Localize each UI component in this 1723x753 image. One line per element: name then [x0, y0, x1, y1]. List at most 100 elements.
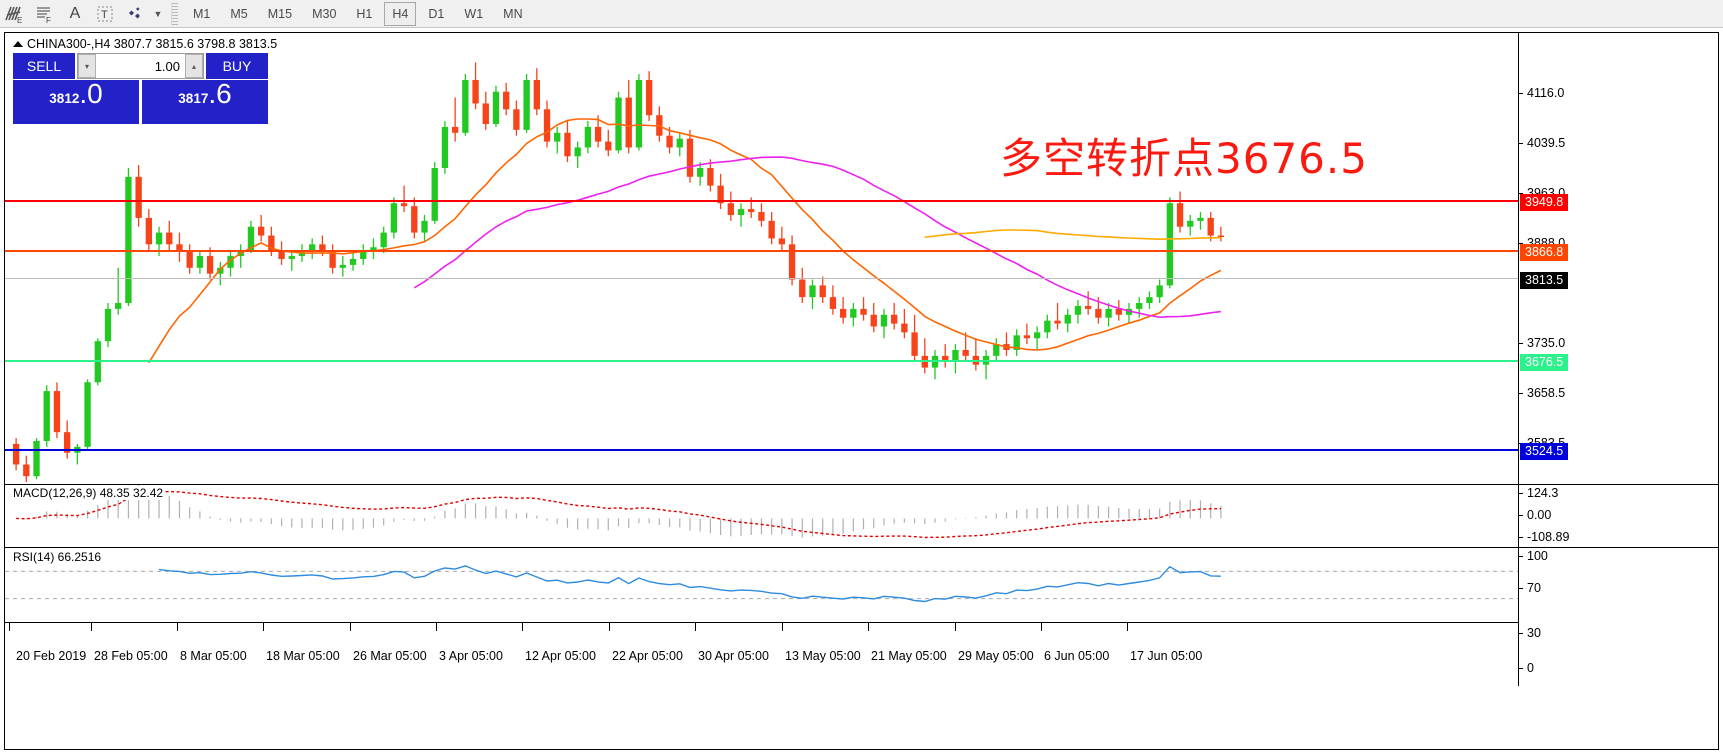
timeframe-m1[interactable]: M1	[193, 6, 211, 21]
time-label-1: 28 Feb 05:00	[94, 649, 168, 663]
time-label-0: 20 Feb 2019	[16, 649, 87, 663]
price-plot-area[interactable]	[5, 33, 1518, 484]
time-tick-4	[350, 623, 351, 631]
rsi-tick-1: 70	[1519, 582, 1541, 595]
bid-price-integer: 3812	[49, 91, 80, 106]
resistance-line-3949[interactable]	[5, 200, 1518, 202]
svg-text:T: T	[101, 9, 108, 21]
time-label-4: 26 Mar 05:00	[353, 649, 427, 663]
time-tick-5	[436, 623, 437, 631]
time-tick-8	[695, 623, 696, 631]
price-tick-5: 3658.5	[1519, 387, 1565, 400]
one-click-trading-panel[interactable]: SELL ▾ 1.00 ▴ BUY 3812 .0 3817 .6	[13, 53, 268, 124]
macd-axis: 124.3 0.00 -108.89	[1518, 485, 1718, 547]
time-label-6: 12 Apr 05:00	[525, 649, 596, 663]
price-pane[interactable]: 4116.04039.53963.03888.03735.03658.53583…	[5, 33, 1718, 550]
time-tick-2	[177, 623, 178, 631]
price-tick-0: 4116.0	[1519, 87, 1564, 100]
time-tick-13	[1127, 623, 1128, 631]
chevron-down-icon[interactable]: ▼	[153, 8, 163, 19]
sell-button[interactable]: SELL	[13, 53, 75, 79]
svg-text:F: F	[46, 16, 51, 24]
bid-price-decimal: .0	[79, 78, 103, 109]
timeframe-h1[interactable]: H1	[356, 6, 373, 21]
time-label-3: 18 Mar 05:00	[266, 649, 340, 663]
oct-controls-row: SELL ▾ 1.00 ▴ BUY	[13, 53, 268, 79]
time-axis[interactable]: 20 Feb 2019 28 Feb 05:00 8 Mar 05:00 18 Mar…	[5, 622, 1518, 686]
timeframe-m15[interactable]: M15	[267, 6, 293, 21]
toolbar-separator	[171, 2, 178, 25]
ask-price-integer: 3817	[178, 91, 209, 106]
timeframe-mn[interactable]: MN	[503, 6, 523, 21]
macd-tick-2: -108.89	[1519, 531, 1569, 544]
chart-toolbar: E F A T	[0, 0, 1723, 28]
time-tick-6	[522, 623, 523, 631]
resistance2-level-badge[interactable]: 3866.8	[1520, 244, 1569, 261]
buy-button[interactable]: BUY	[206, 53, 268, 79]
resistance-level-badge[interactable]: 3949.8	[1520, 194, 1569, 211]
price-axis[interactable]: 4116.04039.53963.03888.03735.03658.53583…	[1518, 33, 1718, 550]
svg-text:E: E	[17, 16, 22, 24]
collapse-triangle-icon[interactable]	[13, 41, 23, 47]
macd-tick-0: 124.3	[1519, 487, 1558, 500]
price-tick-1: 4039.5	[1519, 137, 1565, 150]
macd-series	[16, 485, 1222, 539]
chart-frame: 4116.04039.53963.03888.03735.03658.53583…	[4, 32, 1719, 750]
time-tick-12	[1041, 623, 1042, 631]
pivot-line-3676[interactable]	[5, 360, 1518, 362]
chart-symbol-title: CHINA300-,H4 3807.7 3815.6 3798.8 3813.5	[13, 37, 277, 51]
rsi-tick-3: 0	[1519, 662, 1534, 675]
time-label-5: 3 Apr 05:00	[439, 649, 503, 663]
rsi-tick-2: 30	[1519, 627, 1541, 640]
bid-price-display[interactable]: 3812 .0	[13, 80, 139, 124]
timeframe-d1[interactable]: D1	[428, 6, 445, 21]
rsi-plot-area[interactable]	[5, 548, 1518, 622]
objects-grid-icon[interactable]: F	[30, 1, 60, 27]
rsi-pane[interactable]: 100 70 30 0 RSI(14) 66.2516 20 Feb 2019 28 F…	[5, 548, 1718, 686]
price-tick-4: 3735.0	[1519, 337, 1565, 350]
last-price-line-3813[interactable]	[5, 278, 1518, 279]
timeframe-m30[interactable]: M30	[312, 6, 337, 21]
timeframe-h4[interactable]: H4	[384, 1, 417, 26]
time-label-7: 22 Apr 05:00	[612, 649, 683, 663]
chart-annotation-text: 多空转折点3676.5	[1000, 134, 1368, 183]
macd-tick-1: 0.00	[1519, 509, 1551, 522]
time-tick-11	[955, 623, 956, 631]
macd-pane[interactable]: 124.3 0.00 -108.89 MACD(12,26,9) 48.35 32.…	[5, 485, 1718, 548]
time-label-13: 17 Jun 05:00	[1130, 649, 1203, 663]
volume-input[interactable]: 1.00	[154, 58, 180, 74]
volume-decrement-icon[interactable]: ▾	[78, 54, 96, 78]
macd-label: MACD(12,26,9) 48.35 32.42	[11, 486, 166, 500]
templates-icon[interactable]	[120, 1, 150, 27]
time-label-2: 8 Mar 05:00	[180, 649, 247, 663]
last-price-badge[interactable]: 3813.5	[1520, 272, 1569, 289]
oct-price-row: 3812 .0 3817 .6	[13, 80, 268, 124]
pivot-level-badge[interactable]: 3676.5	[1520, 354, 1569, 371]
time-tick-10	[868, 623, 869, 631]
text-box-icon[interactable]: T	[90, 1, 120, 27]
timeframe-w1[interactable]: W1	[464, 6, 484, 21]
rsi-tick-0: 100	[1519, 550, 1548, 563]
volume-stepper[interactable]: ▾ 1.00 ▴	[77, 53, 204, 79]
ask-price-decimal: .6	[208, 78, 232, 109]
ask-price-display[interactable]: 3817 .6	[142, 80, 268, 124]
volume-increment-icon[interactable]: ▴	[185, 54, 203, 78]
time-label-9: 13 May 05:00	[785, 649, 861, 663]
time-label-10: 21 May 05:00	[871, 649, 947, 663]
rsi-series	[5, 565, 1518, 603]
indicators-icon[interactable]: E	[0, 1, 30, 27]
time-tick-7	[609, 623, 610, 631]
time-tick-0	[9, 623, 10, 631]
time-label-11: 29 May 05:00	[958, 649, 1034, 663]
support-level-badge[interactable]: 3524.5	[1520, 443, 1569, 460]
time-label-12: 6 Jun 05:00	[1044, 649, 1110, 663]
chart-title-text: CHINA300-,H4 3807.7 3815.6 3798.8 3813.5	[27, 37, 278, 51]
timeframe-m5[interactable]: M5	[230, 6, 248, 21]
rsi-axis: 100 70 30 0	[1518, 548, 1718, 686]
text-label-icon[interactable]: A	[69, 4, 81, 22]
macd-plot-area[interactable]	[5, 485, 1518, 547]
rsi-label: RSI(14) 66.2516	[11, 550, 104, 564]
support-line-3524[interactable]	[5, 449, 1518, 451]
resistance-line-3866[interactable]	[5, 250, 1518, 252]
